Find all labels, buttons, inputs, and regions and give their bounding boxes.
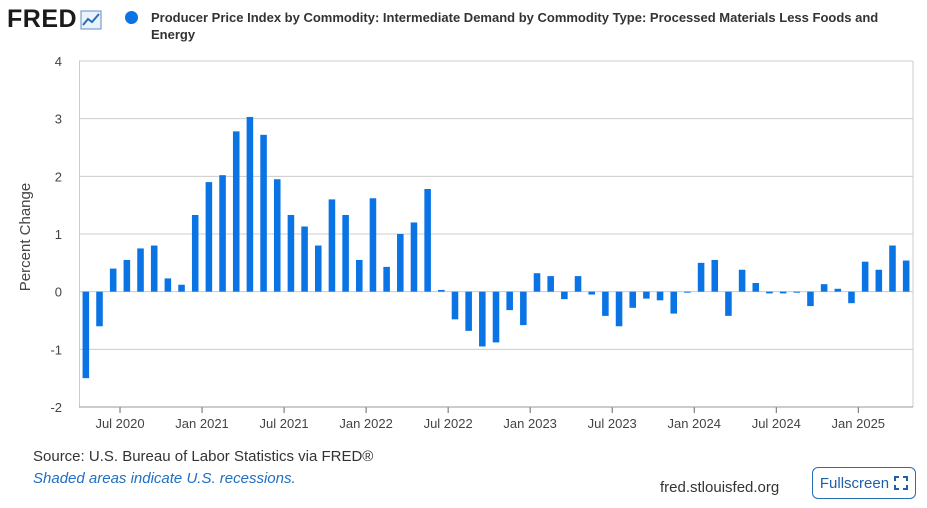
bar-2022-02[interactable] (383, 266, 390, 292)
fullscreen-label: Fullscreen (819, 474, 890, 492)
x-tick-label: Jan 2025 (832, 416, 886, 431)
x-tick-label: Jan 2024 (667, 416, 721, 431)
bar-2022-03[interactable] (397, 234, 404, 292)
bar-2023-09[interactable] (643, 291, 650, 299)
y-tick-label: 0 (55, 285, 62, 300)
y-tick-label: -1 (50, 342, 62, 357)
bars (82, 116, 910, 379)
site-link[interactable]: fred.stlouisfed.org (660, 479, 780, 496)
bar-2022-06[interactable] (438, 289, 445, 292)
legend-series-marker (125, 11, 138, 24)
bar-2020-07[interactable] (123, 259, 131, 292)
x-tick-label: Jul 2021 (260, 416, 309, 431)
y-tick-label: -2 (50, 400, 62, 415)
bar-2023-07[interactable] (615, 291, 623, 327)
x-tick-label: Jan 2023 (503, 416, 557, 431)
bar-2024-04[interactable] (738, 269, 746, 292)
bar-2024-01[interactable] (697, 262, 705, 292)
bar-2021-03[interactable] (232, 131, 240, 292)
bar-2022-05[interactable] (424, 189, 431, 292)
bar-2024-05[interactable] (752, 283, 760, 292)
bar-2022-12[interactable] (520, 291, 527, 326)
recession-note: Shaded areas indicate U.S. recessions. (33, 470, 296, 487)
bar-2023-01[interactable] (533, 273, 541, 292)
bar-2024-06[interactable] (766, 291, 773, 294)
bar-2022-10[interactable] (492, 291, 500, 343)
expand-icon (894, 476, 909, 490)
bar-2025-04[interactable] (902, 260, 910, 292)
x-tick-label: Jan 2021 (175, 416, 229, 431)
y-tick-label: 4 (55, 54, 62, 69)
bar-2021-08[interactable] (301, 226, 308, 292)
bar-2024-08[interactable] (793, 291, 801, 293)
bar-2024-07[interactable] (779, 291, 787, 294)
bar-2023-02[interactable] (547, 276, 554, 292)
bar-2021-09[interactable] (314, 245, 322, 292)
y-tick-label: 3 (55, 112, 62, 127)
bar-2021-06[interactable] (273, 179, 281, 292)
bar-2021-04[interactable] (246, 116, 254, 292)
x-tick-label: Jul 2023 (588, 416, 637, 431)
chart-header: FRED Producer Price Index by Commodity: … (0, 0, 927, 50)
logo-text: FRED (7, 5, 78, 33)
bar-2022-01[interactable] (369, 198, 377, 292)
bar-2024-02[interactable] (711, 259, 719, 292)
x-tick-label: Jan 2022 (339, 416, 393, 431)
y-axis-label: Percent Change (17, 183, 34, 291)
x-tick-label: Jul 2024 (752, 416, 801, 431)
x-tick-label: Jul 2020 (95, 416, 144, 431)
bar-chart: 4 3 2 1 0 -1 -2 Jul 2020 Jan 2021 Jul 2021 Jan 20… (17, 54, 914, 431)
bar-2021-01[interactable] (205, 182, 213, 292)
grid-lines (79, 60, 914, 408)
bar-2020-08[interactable] (137, 248, 144, 292)
y-tick-label: 1 (55, 227, 62, 242)
bar-2021-10[interactable] (328, 199, 336, 292)
fred-logo[interactable]: FRED (7, 5, 102, 34)
bar-2024-12[interactable] (848, 291, 855, 304)
bar-2020-05[interactable] (96, 291, 103, 327)
bar-2020-12[interactable] (191, 214, 199, 292)
bar-2021-05[interactable] (260, 134, 267, 292)
bar-2025-01[interactable] (861, 261, 869, 292)
bar-2025-02[interactable] (875, 269, 883, 292)
bar-2020-04[interactable] (82, 291, 90, 379)
bar-2023-10[interactable] (656, 291, 664, 301)
bar-2023-04[interactable] (574, 276, 582, 292)
bar-2023-03[interactable] (561, 291, 568, 300)
bar-2020-10[interactable] (164, 278, 172, 292)
bar-2023-12[interactable] (684, 291, 691, 293)
bar-2023-06[interactable] (602, 291, 609, 316)
line-chart-icon (80, 10, 102, 29)
bar-2024-09[interactable] (807, 291, 814, 307)
bar-2022-07[interactable] (451, 291, 459, 320)
chart-title: Producer Price Index by Commodity: Inter… (151, 10, 879, 42)
fullscreen-button[interactable]: Fullscreen (812, 467, 916, 499)
bar-2024-10[interactable] (820, 284, 828, 292)
bar-2021-02[interactable] (219, 175, 226, 292)
x-tick-label: Jul 2022 (424, 416, 473, 431)
bar-2022-11[interactable] (506, 291, 513, 311)
bar-2023-05[interactable] (588, 291, 595, 295)
y-tick-label: 2 (55, 169, 62, 184)
bar-2024-11[interactable] (834, 288, 842, 292)
bar-2021-11[interactable] (342, 214, 349, 292)
bar-2023-08[interactable] (629, 291, 637, 308)
bar-2025-03[interactable] (889, 245, 896, 292)
bar-2022-08[interactable] (465, 291, 472, 331)
bar-2020-11[interactable] (178, 284, 185, 292)
bar-2020-06[interactable] (109, 268, 117, 292)
x-axis-ticks: Jul 2020 Jan 2021 Jul 2021 Jan 2022 Jul 2022… (79, 406, 913, 431)
bar-2024-03[interactable] (725, 291, 732, 316)
bar-2022-09[interactable] (479, 291, 486, 347)
bar-2020-09[interactable] (150, 245, 158, 292)
bar-2022-04[interactable] (410, 222, 418, 292)
y-axis-ticks: 4 3 2 1 0 -1 -2 (50, 54, 62, 415)
source-text: Source: U.S. Bureau of Labor Statistics … (33, 448, 374, 465)
bar-2023-11[interactable] (670, 291, 678, 314)
bar-2021-07[interactable] (287, 214, 295, 292)
bar-2021-12[interactable] (355, 259, 363, 292)
